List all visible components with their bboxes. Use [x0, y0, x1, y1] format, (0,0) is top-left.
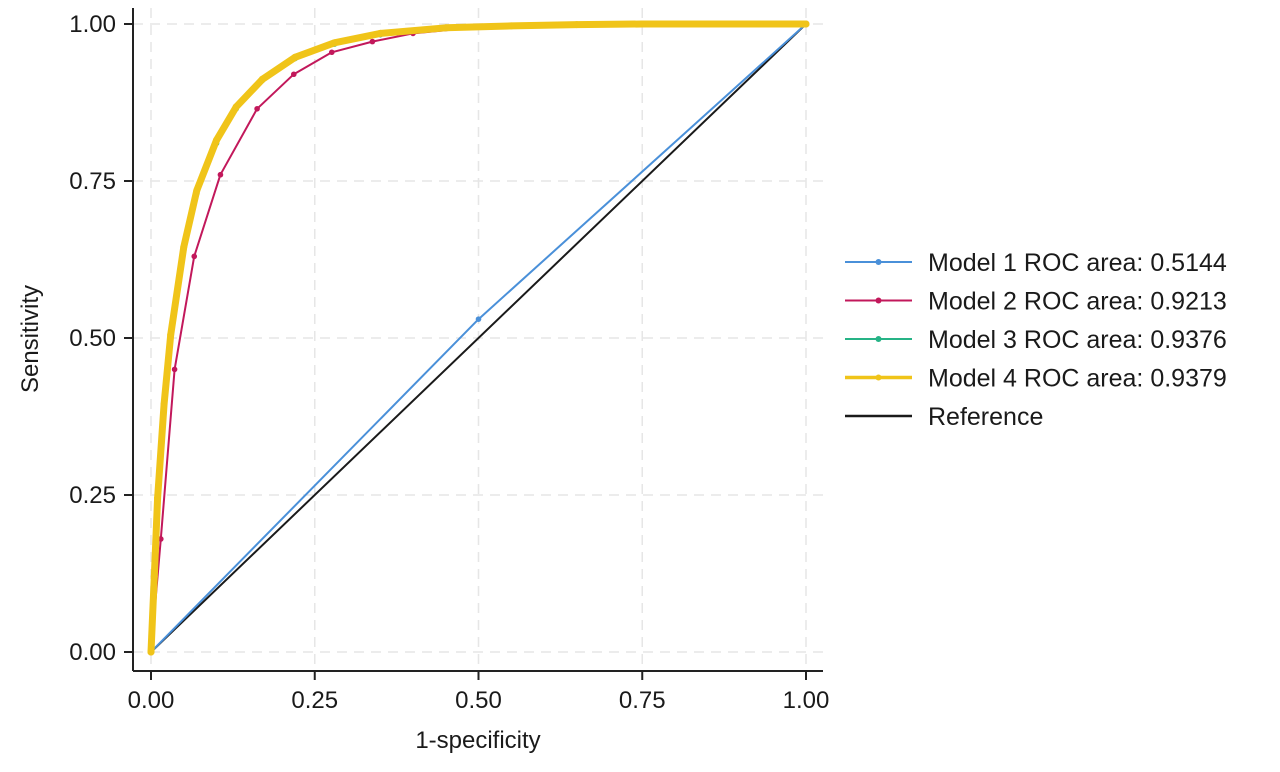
legend-item: Model 1 ROC area: 0.5144: [845, 249, 1227, 277]
data-point: [442, 24, 450, 32]
legend-label: Reference: [928, 403, 1043, 431]
data-point: [573, 21, 581, 29]
x-tick-label: 0.75: [619, 687, 666, 714]
y-tick-label: 0.50: [69, 325, 116, 352]
data-point: [258, 75, 266, 83]
data-point: [704, 20, 712, 28]
y-tick-label: 0.00: [69, 639, 116, 666]
data-point: [167, 331, 175, 339]
data-point: [507, 22, 515, 30]
x-tick-label: 0.25: [291, 687, 338, 714]
series-line-5: [150, 23, 807, 653]
legend-marker: [875, 336, 882, 342]
data-point: [756, 20, 764, 28]
legend-label: Model 1 ROC area: 0.5144: [928, 249, 1227, 277]
data-point: [160, 400, 168, 408]
data-point: [475, 316, 482, 322]
x-tick-label: 1.00: [783, 687, 830, 714]
legend-item: Model 4 ROC area: 0.9379: [845, 365, 1227, 393]
y-ticks: 0.00 0.25 0.50 0.75 1.00: [69, 11, 133, 666]
legend: Model 1 ROC area: 0.5144 Model 2 ROC area…: [845, 249, 1227, 431]
legend-marker: [875, 259, 882, 265]
series-line-4: [147, 20, 810, 656]
data-point: [217, 171, 224, 178]
legend-label: Model 4 ROC area: 0.9379: [928, 365, 1227, 393]
data-point: [254, 105, 260, 112]
data-point: [330, 39, 338, 47]
data-point: [802, 20, 810, 28]
data-point: [180, 243, 188, 251]
x-tick-label: 0.50: [455, 687, 502, 714]
data-point: [291, 53, 299, 61]
data-point: [213, 136, 220, 144]
data-point: [290, 71, 297, 78]
y-tick-label: 0.25: [69, 482, 116, 509]
data-point: [369, 38, 376, 45]
x-axis-title: 1-specificity: [415, 727, 540, 754]
legend-marker: [875, 297, 882, 304]
data-point: [376, 29, 384, 37]
data-point: [171, 366, 178, 373]
data-point: [154, 494, 162, 502]
legend-item: Model 2 ROC area: 0.9213: [845, 288, 1227, 316]
x-tick-label: 0.00: [128, 687, 175, 714]
data-point: [193, 186, 201, 194]
data-point: [232, 103, 240, 111]
data-point: [328, 49, 335, 56]
y-tick-label: 0.75: [69, 168, 116, 195]
data-point: [150, 573, 158, 581]
legend-marker: [875, 374, 882, 381]
legend-label: Model 3 ROC area: 0.9376: [928, 326, 1227, 354]
data-point: [147, 648, 155, 656]
legend-label: Model 2 ROC area: 0.9213: [928, 288, 1227, 316]
y-axis-title: Sensitivity: [17, 285, 44, 393]
data-point: [638, 20, 646, 28]
legend-item: Reference: [845, 403, 1043, 431]
data-point: [191, 253, 198, 260]
series-lines: [147, 20, 810, 656]
legend-item: Model 3 ROC area: 0.9376: [845, 326, 1227, 354]
x-ticks: 0.00 0.25 0.50 0.75 1.00: [128, 671, 830, 714]
y-tick-label: 1.00: [69, 11, 116, 38]
